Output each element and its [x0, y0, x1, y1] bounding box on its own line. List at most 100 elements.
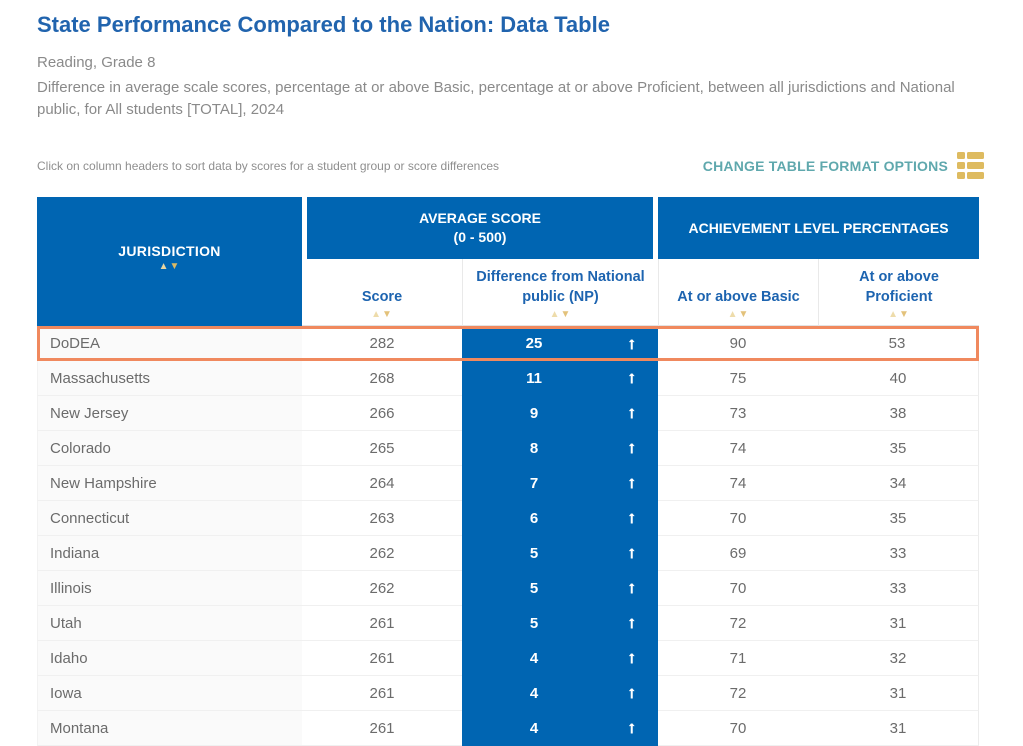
basic-percentage-cell: 73 — [658, 396, 818, 431]
difference-value: 6 — [529, 509, 539, 527]
column-header-difference[interactable]: Difference from National public (NP) ▲▼ — [462, 259, 658, 326]
table-row[interactable]: Utah 261 5 72 31 — [37, 606, 980, 641]
score-cell: 268 — [302, 361, 462, 396]
score-cell: 263 — [302, 501, 462, 536]
proficient-percentage-cell: 33 — [818, 571, 980, 606]
up-arrow-icon — [628, 334, 637, 354]
table-body: DoDEA 282 25 90 53 Massachusetts 268 11 … — [37, 326, 980, 746]
difference-value: 11 — [526, 369, 542, 387]
difference-value: 4 — [529, 684, 539, 702]
column-header-difference-label: Difference from National public (NP) — [476, 269, 645, 305]
column-header-proficient[interactable]: At or above Proficient ▲▼ — [818, 259, 980, 326]
up-arrow-icon — [628, 683, 637, 703]
proficient-percentage-cell: 32 — [818, 641, 980, 676]
jurisdiction-cell: Massachusetts — [37, 361, 302, 396]
score-cell: 261 — [302, 676, 462, 711]
difference-cell: 9 — [462, 396, 658, 431]
column-header-basic[interactable]: At or above Basic ▲▼ — [658, 259, 818, 326]
jurisdiction-cell: Connecticut — [37, 501, 302, 536]
proficient-percentage-cell: 33 — [818, 536, 980, 571]
table-row[interactable]: New Hampshire 264 7 74 34 — [37, 466, 980, 501]
jurisdiction-cell: Utah — [37, 606, 302, 641]
sort-down-icon: ▼ — [738, 309, 750, 320]
difference-value: 9 — [529, 404, 539, 422]
table-row[interactable]: Colorado 265 8 74 35 — [37, 431, 980, 466]
difference-value: 4 — [529, 649, 539, 667]
score-cell: 266 — [302, 396, 462, 431]
basic-percentage-cell: 74 — [658, 431, 818, 466]
sort-down-icon: ▼ — [169, 261, 181, 272]
proficient-percentage-cell: 35 — [818, 431, 980, 466]
basic-percentage-cell: 72 — [658, 606, 818, 641]
table-row[interactable]: Indiana 262 5 69 33 — [37, 536, 980, 571]
sort-up-icon: ▲ — [727, 309, 739, 320]
sort-up-icon: ▲ — [371, 309, 382, 320]
proficient-percentage-cell: 31 — [818, 606, 980, 641]
column-header-jurisdiction-label: JURISDICTION — [118, 243, 221, 259]
proficient-percentage-cell: 35 — [818, 501, 980, 536]
header-group-row: JURISDICTION ▲▼ AVERAGE SCORE (0 - 500) … — [37, 197, 980, 326]
proficient-percentage-cell: 31 — [818, 711, 980, 746]
table-row[interactable]: Massachusetts 268 11 75 40 — [37, 361, 980, 396]
proficient-percentage-cell: 38 — [818, 396, 980, 431]
sort-down-icon: ▼ — [560, 309, 572, 320]
table-row[interactable]: Connecticut 263 6 70 35 — [37, 501, 980, 536]
basic-percentage-cell: 69 — [658, 536, 818, 571]
basic-percentage-cell: 71 — [658, 641, 818, 676]
basic-percentage-cell: 75 — [658, 361, 818, 396]
sort-down-icon: ▼ — [899, 309, 910, 320]
table-row[interactable]: Illinois 262 5 70 33 — [37, 571, 980, 606]
score-cell: 282 — [302, 326, 462, 361]
sort-instruction-text: Click on column headers to sort data by … — [37, 158, 500, 173]
sort-arrows-icon: ▲▼ — [659, 309, 818, 321]
column-header-score[interactable]: Score ▲▼ — [302, 259, 462, 326]
basic-percentage-cell: 70 — [658, 501, 818, 536]
difference-value: 5 — [529, 614, 539, 632]
score-cell: 261 — [302, 606, 462, 641]
table-format-list-icon — [957, 152, 984, 179]
sort-arrows-icon: ▲▼ — [37, 261, 302, 273]
up-arrow-icon — [628, 368, 637, 388]
table-row[interactable]: Montana 261 4 70 31 — [37, 711, 980, 746]
column-header-basic-label: At or above Basic — [677, 289, 800, 305]
up-arrow-icon — [628, 613, 637, 633]
up-arrow-icon — [628, 473, 637, 493]
achievement-group-label: ACHIEVEMENT LEVEL PERCENTAGES — [688, 219, 949, 236]
change-table-format-options-button[interactable]: CHANGE TABLE FORMAT OPTIONS — [703, 152, 984, 179]
sort-up-icon: ▲ — [888, 309, 899, 320]
page-description: Difference in average scale scores, perc… — [37, 79, 955, 118]
basic-percentage-cell: 74 — [658, 466, 818, 501]
proficient-percentage-cell: 53 — [818, 326, 980, 361]
difference-cell: 5 — [462, 606, 658, 641]
jurisdiction-cell: New Jersey — [37, 396, 302, 431]
table-row[interactable]: DoDEA 282 25 90 53 — [37, 326, 980, 361]
difference-cell: 7 — [462, 466, 658, 501]
difference-cell: 8 — [462, 431, 658, 466]
table-row[interactable]: New Jersey 266 9 73 38 — [37, 396, 980, 431]
table-row[interactable]: Idaho 261 4 71 32 — [37, 641, 980, 676]
table-row[interactable]: Iowa 261 4 72 31 — [37, 676, 980, 711]
difference-cell: 6 — [462, 501, 658, 536]
score-cell: 264 — [302, 466, 462, 501]
jurisdiction-cell: DoDEA — [37, 326, 302, 361]
jurisdiction-cell: Indiana — [37, 536, 302, 571]
basic-percentage-cell: 72 — [658, 676, 818, 711]
difference-cell: 4 — [462, 711, 658, 746]
difference-cell: 5 — [462, 536, 658, 571]
jurisdiction-cell: Illinois — [37, 571, 302, 606]
header-sub-row: Score ▲▼ Difference from National public… — [37, 259, 980, 326]
score-cell: 265 — [302, 431, 462, 466]
sort-up-icon: ▲ — [158, 261, 170, 272]
column-header-jurisdiction[interactable]: JURISDICTION ▲▼ — [37, 197, 302, 326]
sort-down-icon: ▼ — [382, 309, 393, 320]
difference-cell: 5 — [462, 571, 658, 606]
score-cell: 262 — [302, 571, 462, 606]
jurisdiction-cell: Colorado — [37, 431, 302, 466]
score-cell: 261 — [302, 711, 462, 746]
average-score-group-range: (0 - 500) — [453, 229, 507, 245]
basic-percentage-cell: 70 — [658, 711, 818, 746]
sort-arrows-icon: ▲▼ — [463, 309, 658, 321]
up-arrow-icon — [628, 543, 637, 563]
toolbar: Click on column headers to sort data by … — [37, 152, 984, 179]
